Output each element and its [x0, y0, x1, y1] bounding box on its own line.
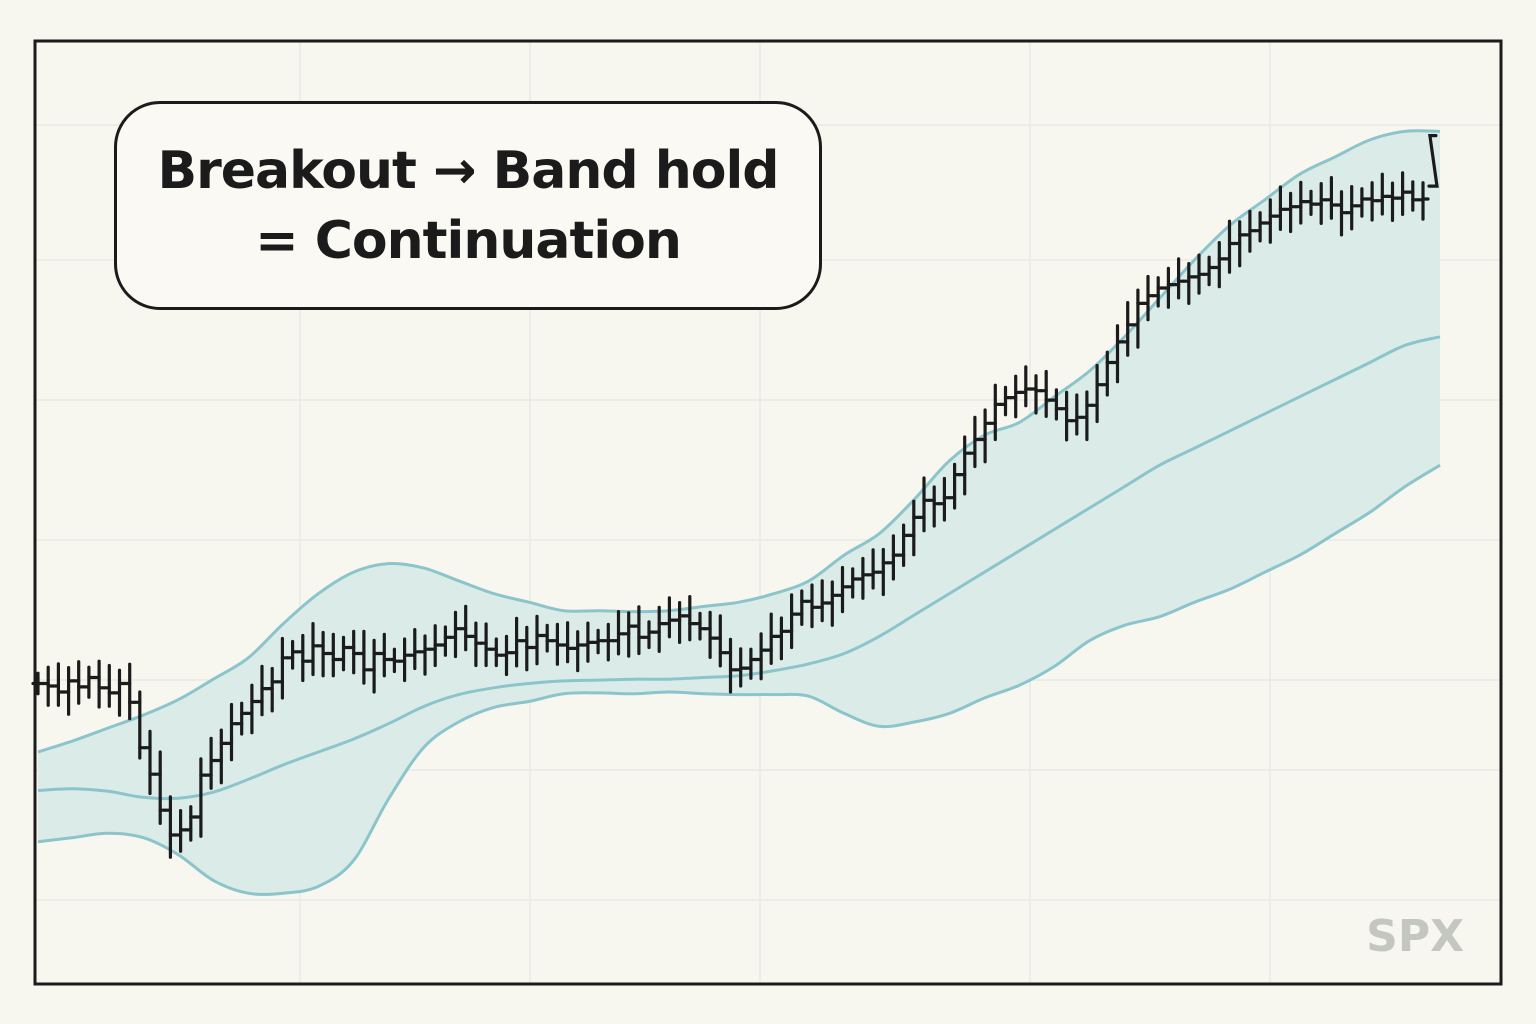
- price-bar: [123, 662, 137, 721]
- breakout-bar: [1427, 134, 1439, 188]
- lower-band-line: [37, 463, 1441, 896]
- title-line-2: = Continuation: [255, 210, 682, 271]
- price-bar: [102, 663, 116, 708]
- price-bar: [112, 668, 127, 717]
- bollinger-band-fill: [38, 130, 1440, 895]
- price-bar: [72, 660, 86, 705]
- price-bar: [92, 659, 106, 709]
- middle-band-line: [37, 335, 1441, 801]
- price-bar: [1009, 374, 1023, 419]
- price-bars: [31, 134, 1439, 859]
- annotation-box: Breakout → Band hold = Continuation: [114, 101, 822, 310]
- price-bar: [61, 665, 76, 716]
- price-bar: [998, 385, 1013, 417]
- price-bar: [41, 665, 55, 707]
- price-bar: [1416, 181, 1430, 221]
- chart-frame: [33, 39, 1503, 986]
- upper-band-line: [37, 129, 1441, 754]
- price-bar: [82, 665, 96, 699]
- ticker-watermark: SPX: [1366, 911, 1464, 962]
- title-line-1: Breakout → Band hold: [157, 140, 779, 201]
- price-bar: [51, 662, 66, 707]
